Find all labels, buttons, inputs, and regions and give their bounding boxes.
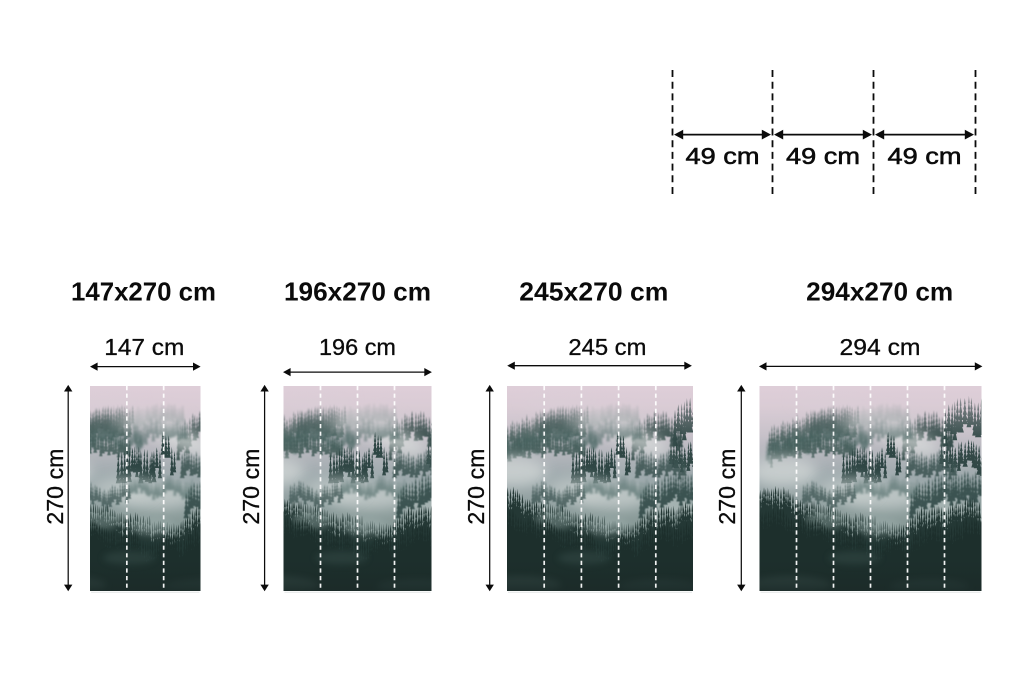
svg-text:245 cm: 245 cm	[568, 334, 646, 360]
svg-text:49 cm: 49 cm	[888, 143, 962, 169]
svg-text:49 cm: 49 cm	[686, 143, 760, 169]
svg-text:147x270 cm: 147x270 cm	[71, 277, 216, 307]
svg-text:196 cm: 196 cm	[319, 334, 396, 360]
svg-text:270 cm: 270 cm	[238, 449, 264, 525]
svg-text:147 cm: 147 cm	[104, 334, 184, 360]
svg-text:294x270 cm: 294x270 cm	[806, 277, 953, 307]
svg-text:294 cm: 294 cm	[840, 334, 921, 360]
svg-text:270 cm: 270 cm	[463, 449, 489, 525]
svg-text:245x270 cm: 245x270 cm	[519, 277, 668, 307]
svg-text:196x270 cm: 196x270 cm	[284, 277, 431, 307]
svg-text:270 cm: 270 cm	[714, 449, 740, 525]
svg-text:270 cm: 270 cm	[42, 449, 68, 525]
svg-text:49 cm: 49 cm	[786, 143, 860, 169]
